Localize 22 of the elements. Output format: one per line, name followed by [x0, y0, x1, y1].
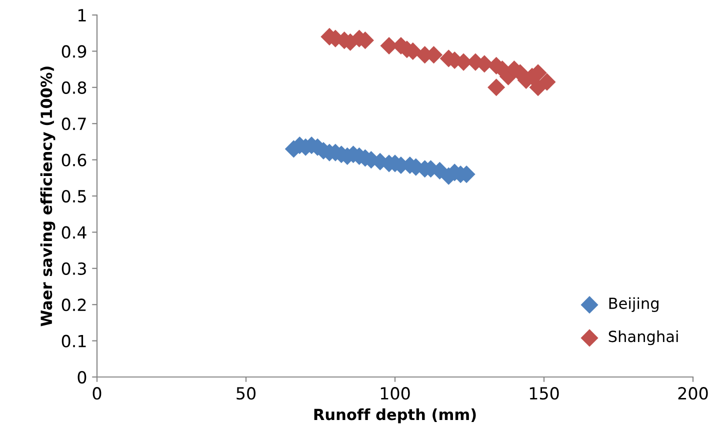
point: [529, 78, 547, 96]
x-tick-label: 50: [236, 387, 256, 400]
y-axis-title: Waer saving efficiency (100%): [40, 66, 56, 326]
y-tick-label: 0.8: [62, 81, 86, 94]
point: [488, 78, 506, 96]
y-tick-label: 0: [78, 370, 86, 384]
y-tick-label: 1: [78, 9, 86, 22]
y-tick-label: 0.2: [62, 298, 86, 312]
y-tick-label: 0.6: [62, 154, 86, 166]
y-tick-label: 0.3: [62, 262, 86, 275]
y-tick-label: 0.1: [62, 334, 86, 348]
legend-label: Shanghai: [608, 330, 678, 346]
y-tick-label: 0.9: [62, 45, 86, 58]
y-tick-label: 0.4: [62, 226, 86, 239]
x-tick-label: 100: [380, 387, 410, 400]
x-tick-label: 150: [530, 387, 559, 400]
legend-label: Beijing: [609, 297, 658, 312]
y-tick-label: 0.5: [62, 190, 86, 203]
x-tick-label: 0: [92, 387, 102, 400]
y-tick-label: 0.7: [62, 118, 86, 130]
x-axis-title: Runoff depth (mm): [314, 408, 476, 424]
x-tick-label: 200: [678, 387, 708, 400]
